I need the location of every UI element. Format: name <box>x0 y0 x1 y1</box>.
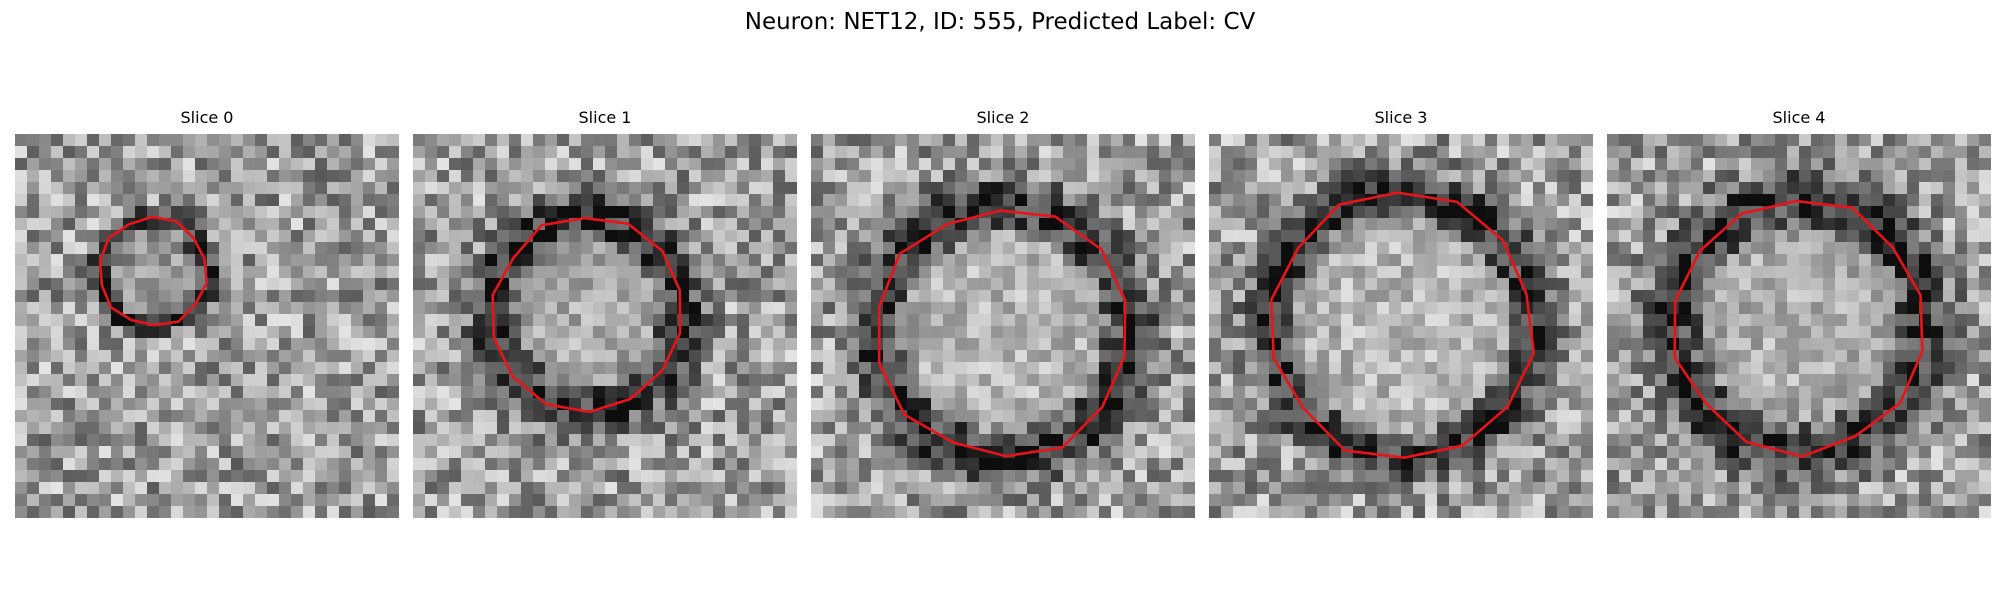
figure-title: Neuron: NET12, ID: 555, Predicted Label:… <box>744 9 1256 35</box>
slice-title-2: Slice 2 <box>976 108 1030 127</box>
contour-outline-3 <box>1269 191 1536 460</box>
contour-outline-4 <box>1673 199 1924 458</box>
slice-image-4 <box>1607 134 1991 518</box>
slice-panel-3: Slice 3 <box>1209 108 1593 518</box>
slice-title-3: Slice 3 <box>1374 108 1428 127</box>
contour-outline-0 <box>98 215 209 327</box>
slice-image-1 <box>413 134 797 518</box>
slice-image-3 <box>1209 134 1593 518</box>
slice-image-2 <box>811 134 1195 518</box>
contour-outline-2 <box>877 209 1127 458</box>
slice-panel-1: Slice 1 <box>413 108 797 518</box>
slice-panel-0: Slice 0 <box>15 108 399 518</box>
slice-title-4: Slice 4 <box>1772 108 1826 127</box>
contour-outline-1 <box>491 216 682 414</box>
slice-panel-4: Slice 4 <box>1607 108 1991 518</box>
slice-title-0: Slice 0 <box>180 108 234 127</box>
slice-title-1: Slice 1 <box>578 108 632 127</box>
slice-panel-2: Slice 2 <box>811 108 1195 518</box>
slice-image-0 <box>15 134 399 518</box>
